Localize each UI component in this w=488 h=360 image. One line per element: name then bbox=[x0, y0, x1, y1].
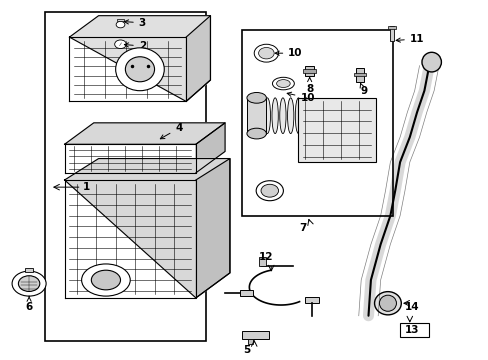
Text: 6: 6 bbox=[25, 296, 33, 312]
Text: 14: 14 bbox=[404, 302, 419, 312]
Ellipse shape bbox=[295, 98, 301, 134]
Ellipse shape bbox=[246, 93, 266, 103]
Text: 10: 10 bbox=[286, 92, 314, 103]
Ellipse shape bbox=[256, 98, 262, 134]
Bar bbox=[354, 73, 366, 76]
Circle shape bbox=[258, 48, 274, 59]
Circle shape bbox=[254, 44, 278, 62]
Bar bbox=[305, 297, 318, 303]
Bar bbox=[305, 66, 313, 76]
Text: 1: 1 bbox=[82, 182, 90, 192]
Bar bbox=[239, 290, 253, 296]
Bar bbox=[25, 268, 33, 272]
Circle shape bbox=[12, 271, 46, 296]
Text: 13: 13 bbox=[404, 325, 419, 335]
Text: 3: 3 bbox=[124, 18, 146, 28]
Text: 8: 8 bbox=[305, 77, 313, 94]
Polygon shape bbox=[186, 16, 210, 102]
Bar bbox=[259, 257, 266, 266]
Polygon shape bbox=[64, 158, 229, 298]
Bar bbox=[399, 323, 428, 337]
Circle shape bbox=[256, 181, 283, 201]
Bar bbox=[297, 98, 375, 162]
Ellipse shape bbox=[421, 52, 441, 72]
Polygon shape bbox=[196, 123, 224, 173]
Ellipse shape bbox=[264, 98, 270, 134]
Polygon shape bbox=[69, 16, 210, 102]
Text: 9: 9 bbox=[359, 83, 366, 96]
Text: 12: 12 bbox=[259, 252, 273, 262]
Bar bbox=[117, 18, 123, 21]
Bar bbox=[242, 331, 268, 339]
Polygon shape bbox=[196, 158, 229, 298]
Text: 4: 4 bbox=[160, 123, 182, 139]
Ellipse shape bbox=[91, 270, 120, 290]
Bar bbox=[247, 339, 252, 344]
Bar bbox=[45, 12, 205, 341]
Ellipse shape bbox=[287, 98, 293, 134]
Bar bbox=[246, 98, 266, 134]
Ellipse shape bbox=[125, 57, 154, 82]
Ellipse shape bbox=[279, 98, 285, 134]
Polygon shape bbox=[64, 123, 224, 144]
Ellipse shape bbox=[272, 77, 294, 90]
Ellipse shape bbox=[248, 98, 254, 134]
Bar bbox=[389, 26, 393, 41]
Bar bbox=[356, 68, 364, 82]
Circle shape bbox=[115, 40, 126, 49]
Ellipse shape bbox=[303, 98, 309, 134]
Circle shape bbox=[116, 21, 124, 28]
Bar bbox=[303, 69, 315, 73]
Circle shape bbox=[19, 276, 40, 292]
Ellipse shape bbox=[81, 264, 130, 296]
Ellipse shape bbox=[374, 292, 401, 315]
Text: 2: 2 bbox=[124, 41, 146, 51]
Text: 10: 10 bbox=[275, 48, 302, 58]
Ellipse shape bbox=[246, 128, 266, 139]
Text: 7: 7 bbox=[299, 223, 306, 233]
Text: 11: 11 bbox=[395, 34, 424, 44]
Text: 5: 5 bbox=[243, 345, 250, 355]
Ellipse shape bbox=[276, 80, 289, 87]
Ellipse shape bbox=[116, 48, 164, 91]
Bar bbox=[387, 26, 395, 28]
Ellipse shape bbox=[379, 295, 396, 311]
Circle shape bbox=[261, 184, 278, 197]
Ellipse shape bbox=[271, 98, 278, 134]
Bar bbox=[242, 30, 392, 216]
